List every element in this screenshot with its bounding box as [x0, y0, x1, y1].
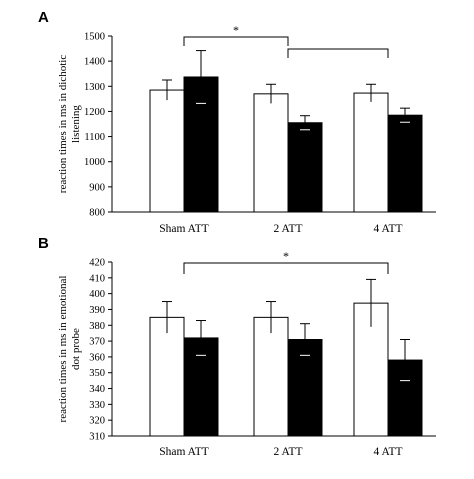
y-tick-label: 330 [89, 400, 105, 411]
bar-white-2 [353, 92, 389, 213]
bar-white-1 [253, 93, 289, 213]
chart-panel-a: A 800 900 1000 1100 1200 1300 1400 1500 reaction … [38, 9, 436, 235]
y-tick-label: 1100 [84, 132, 105, 143]
x-tick-label: Sham ATT [159, 223, 209, 235]
bar-white-0 [149, 89, 185, 213]
y-tick-label: 380 [89, 321, 105, 332]
x-tick-label: 4 ATT [373, 446, 402, 458]
y-tick-label: 340 [89, 384, 105, 395]
y-axis-label-line: dot probe [70, 328, 82, 370]
panel-label: A [38, 9, 49, 26]
bar-black-2 [387, 114, 423, 213]
significance-star: * [283, 249, 289, 263]
y-tick-label: 1200 [84, 107, 105, 118]
x-tick-label: 4 ATT [373, 223, 402, 235]
y-tick-label: 1500 [84, 32, 105, 43]
significance-bracket [183, 262, 389, 274]
y-tick-label: 390 [89, 305, 105, 316]
y-axis-label-line: listening [70, 105, 82, 143]
significance-bracket [183, 36, 289, 46]
y-tick-label: 900 [89, 182, 105, 193]
y-tick-label: 310 [89, 432, 105, 443]
x-tick-label: 2 ATT [273, 446, 302, 458]
bar-white-0 [149, 316, 185, 437]
y-axis-label-line: reaction times in ms in emotional [57, 276, 69, 423]
y-axis-label-line: reaction times in ms in dichotic [57, 55, 69, 194]
significance-star: * [233, 23, 239, 37]
y-tick-label: 1300 [84, 82, 105, 93]
y-tick-label: 800 [89, 208, 105, 219]
y-tick-label: 320 [89, 416, 105, 427]
x-tick-label: 2 ATT [273, 223, 302, 235]
y-tick-label: 350 [89, 368, 105, 379]
y-tick-label: 370 [89, 337, 105, 348]
y-tick-label: 420 [89, 258, 105, 269]
y-tick-label: 410 [89, 273, 105, 284]
y-tick-label: 1400 [84, 57, 105, 68]
y-tick-label: 360 [89, 352, 105, 363]
significance-bracket [287, 48, 389, 58]
bar-black-1 [287, 122, 323, 213]
chart-panel-b: B 310 320 330 340 350 360 370 380 390 400 410 420 rea… [38, 235, 436, 458]
y-tick-label: 1000 [84, 157, 105, 168]
y-tick-label: 400 [89, 289, 105, 300]
x-tick-label: Sham ATT [159, 446, 209, 458]
panel-label: B [38, 235, 49, 252]
bar-white-1 [253, 316, 289, 437]
